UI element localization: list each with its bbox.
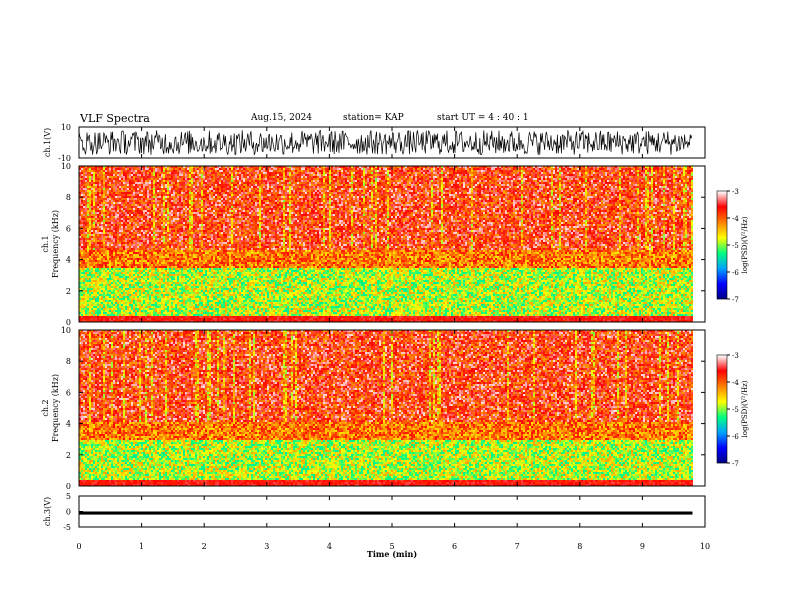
colorbar-tick: -5 [732, 406, 739, 414]
spectrogram-ch2 [79, 330, 693, 486]
colorbar-tick: -3 [732, 352, 739, 360]
ytick-label: 6 [66, 224, 71, 233]
ytick-label: 2 [66, 287, 71, 296]
ytick-label: 0 [66, 508, 71, 517]
ytick-label: 8 [66, 357, 71, 366]
ytick-label: 6 [66, 388, 71, 397]
ytick-label: 5 [66, 492, 71, 501]
colorbar-tick: -5 [732, 242, 739, 250]
ytick-label: 10 [61, 326, 71, 335]
ytick-label: -10 [58, 154, 71, 163]
colorbar-tick: -6 [732, 433, 739, 441]
ytick-label: 8 [66, 193, 71, 202]
xtick-label: 6 [452, 542, 457, 551]
y-axis-label: ch.2 [41, 399, 50, 416]
colorbar-tick: -6 [732, 269, 739, 277]
ytick-label: 4 [66, 420, 71, 429]
y-axis-label: ch.1 [41, 235, 50, 252]
xtick-label: 2 [202, 542, 207, 551]
spectrogram-ch1 [79, 166, 693, 322]
colorbar-tick: -4 [732, 215, 739, 223]
colorbar-ch2 [717, 355, 727, 463]
ytick-label: 4 [66, 256, 71, 265]
xtick-label: 7 [515, 542, 520, 551]
ytick-label: 10 [61, 162, 71, 171]
colorbar-tick: -4 [732, 379, 739, 387]
xtick-label: 3 [264, 542, 269, 551]
colorbar-ch1 [717, 191, 727, 299]
xtick-label: 8 [577, 542, 582, 551]
colorbar-label: log(PSD)(V²/Hz) [741, 380, 749, 437]
ytick-label: 0 [66, 482, 71, 491]
xtick-label: 10 [700, 542, 710, 551]
y-axis-label: Frequency (kHz) [51, 210, 60, 278]
xtick-label: 1 [139, 542, 144, 551]
xtick-label: 9 [640, 542, 645, 551]
y-axis-label: ch.3(V) [43, 497, 52, 526]
xtick-label: 4 [327, 542, 332, 551]
x-axis-label: Time (min) [367, 549, 417, 559]
vlf-figure: 0246810ch.1 Frequency (kHz)-3-4-5-6-7log(… [0, 0, 792, 612]
ch1-waveform-trace [79, 130, 692, 155]
y-axis-label: ch.1(V) [43, 128, 52, 157]
colorbar-tick: -7 [732, 296, 739, 304]
ytick-label: 2 [66, 451, 71, 460]
ytick-label: 10 [61, 123, 71, 132]
y-axis-label: Frequency (kHz) [51, 374, 60, 442]
colorbar-label: log(PSD)(V²/Hz) [741, 216, 749, 273]
ch3-waveform-trace [79, 512, 692, 515]
ytick-label: -5 [63, 523, 71, 532]
xtick-label: 0 [76, 542, 81, 551]
colorbar-tick: -7 [732, 460, 739, 468]
colorbar-tick: -3 [732, 188, 739, 196]
